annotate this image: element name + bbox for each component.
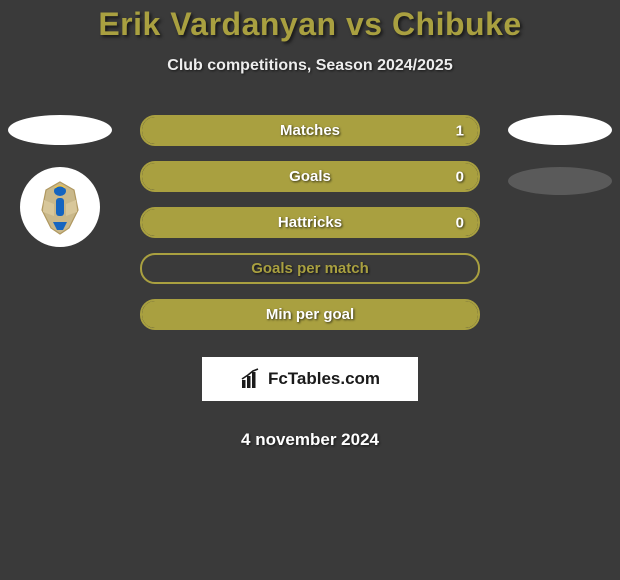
player-photo-placeholder-right-1 [508, 115, 612, 145]
date-text: 4 november 2024 [140, 430, 480, 450]
player-photo-placeholder-left [8, 115, 112, 145]
brand-box[interactable]: FcTables.com [202, 357, 418, 401]
stat-row-hattricks: Hattricks 0 [140, 207, 480, 238]
stat-label: Matches [280, 122, 340, 139]
stat-value: 1 [456, 122, 464, 139]
right-player-column [500, 115, 620, 217]
stat-label: Goals per match [251, 260, 369, 277]
stat-value: 0 [456, 214, 464, 231]
page-title: Erik Vardanyan vs Chibuke [0, 6, 620, 43]
stat-row-goals: Goals 0 [140, 161, 480, 192]
left-player-column [0, 115, 120, 247]
brand-text: FcTables.com [268, 369, 380, 389]
stat-label: Hattricks [278, 214, 342, 231]
stats-column: Matches 1 Goals 0 Hattricks 0 Goals per … [140, 115, 480, 450]
stat-row-min-per-goal: Min per goal [140, 299, 480, 330]
club-crest-icon [29, 176, 91, 238]
stat-value: 0 [456, 168, 464, 185]
club-badge-left [20, 167, 100, 247]
brand-logo-icon [240, 368, 262, 390]
stat-row-goals-per-match: Goals per match [140, 253, 480, 284]
stat-label: Goals [289, 168, 331, 185]
stat-label: Min per goal [266, 306, 354, 323]
subtitle: Club competitions, Season 2024/2025 [0, 57, 620, 75]
player-photo-placeholder-right-2 [508, 167, 612, 195]
stat-row-matches: Matches 1 [140, 115, 480, 146]
